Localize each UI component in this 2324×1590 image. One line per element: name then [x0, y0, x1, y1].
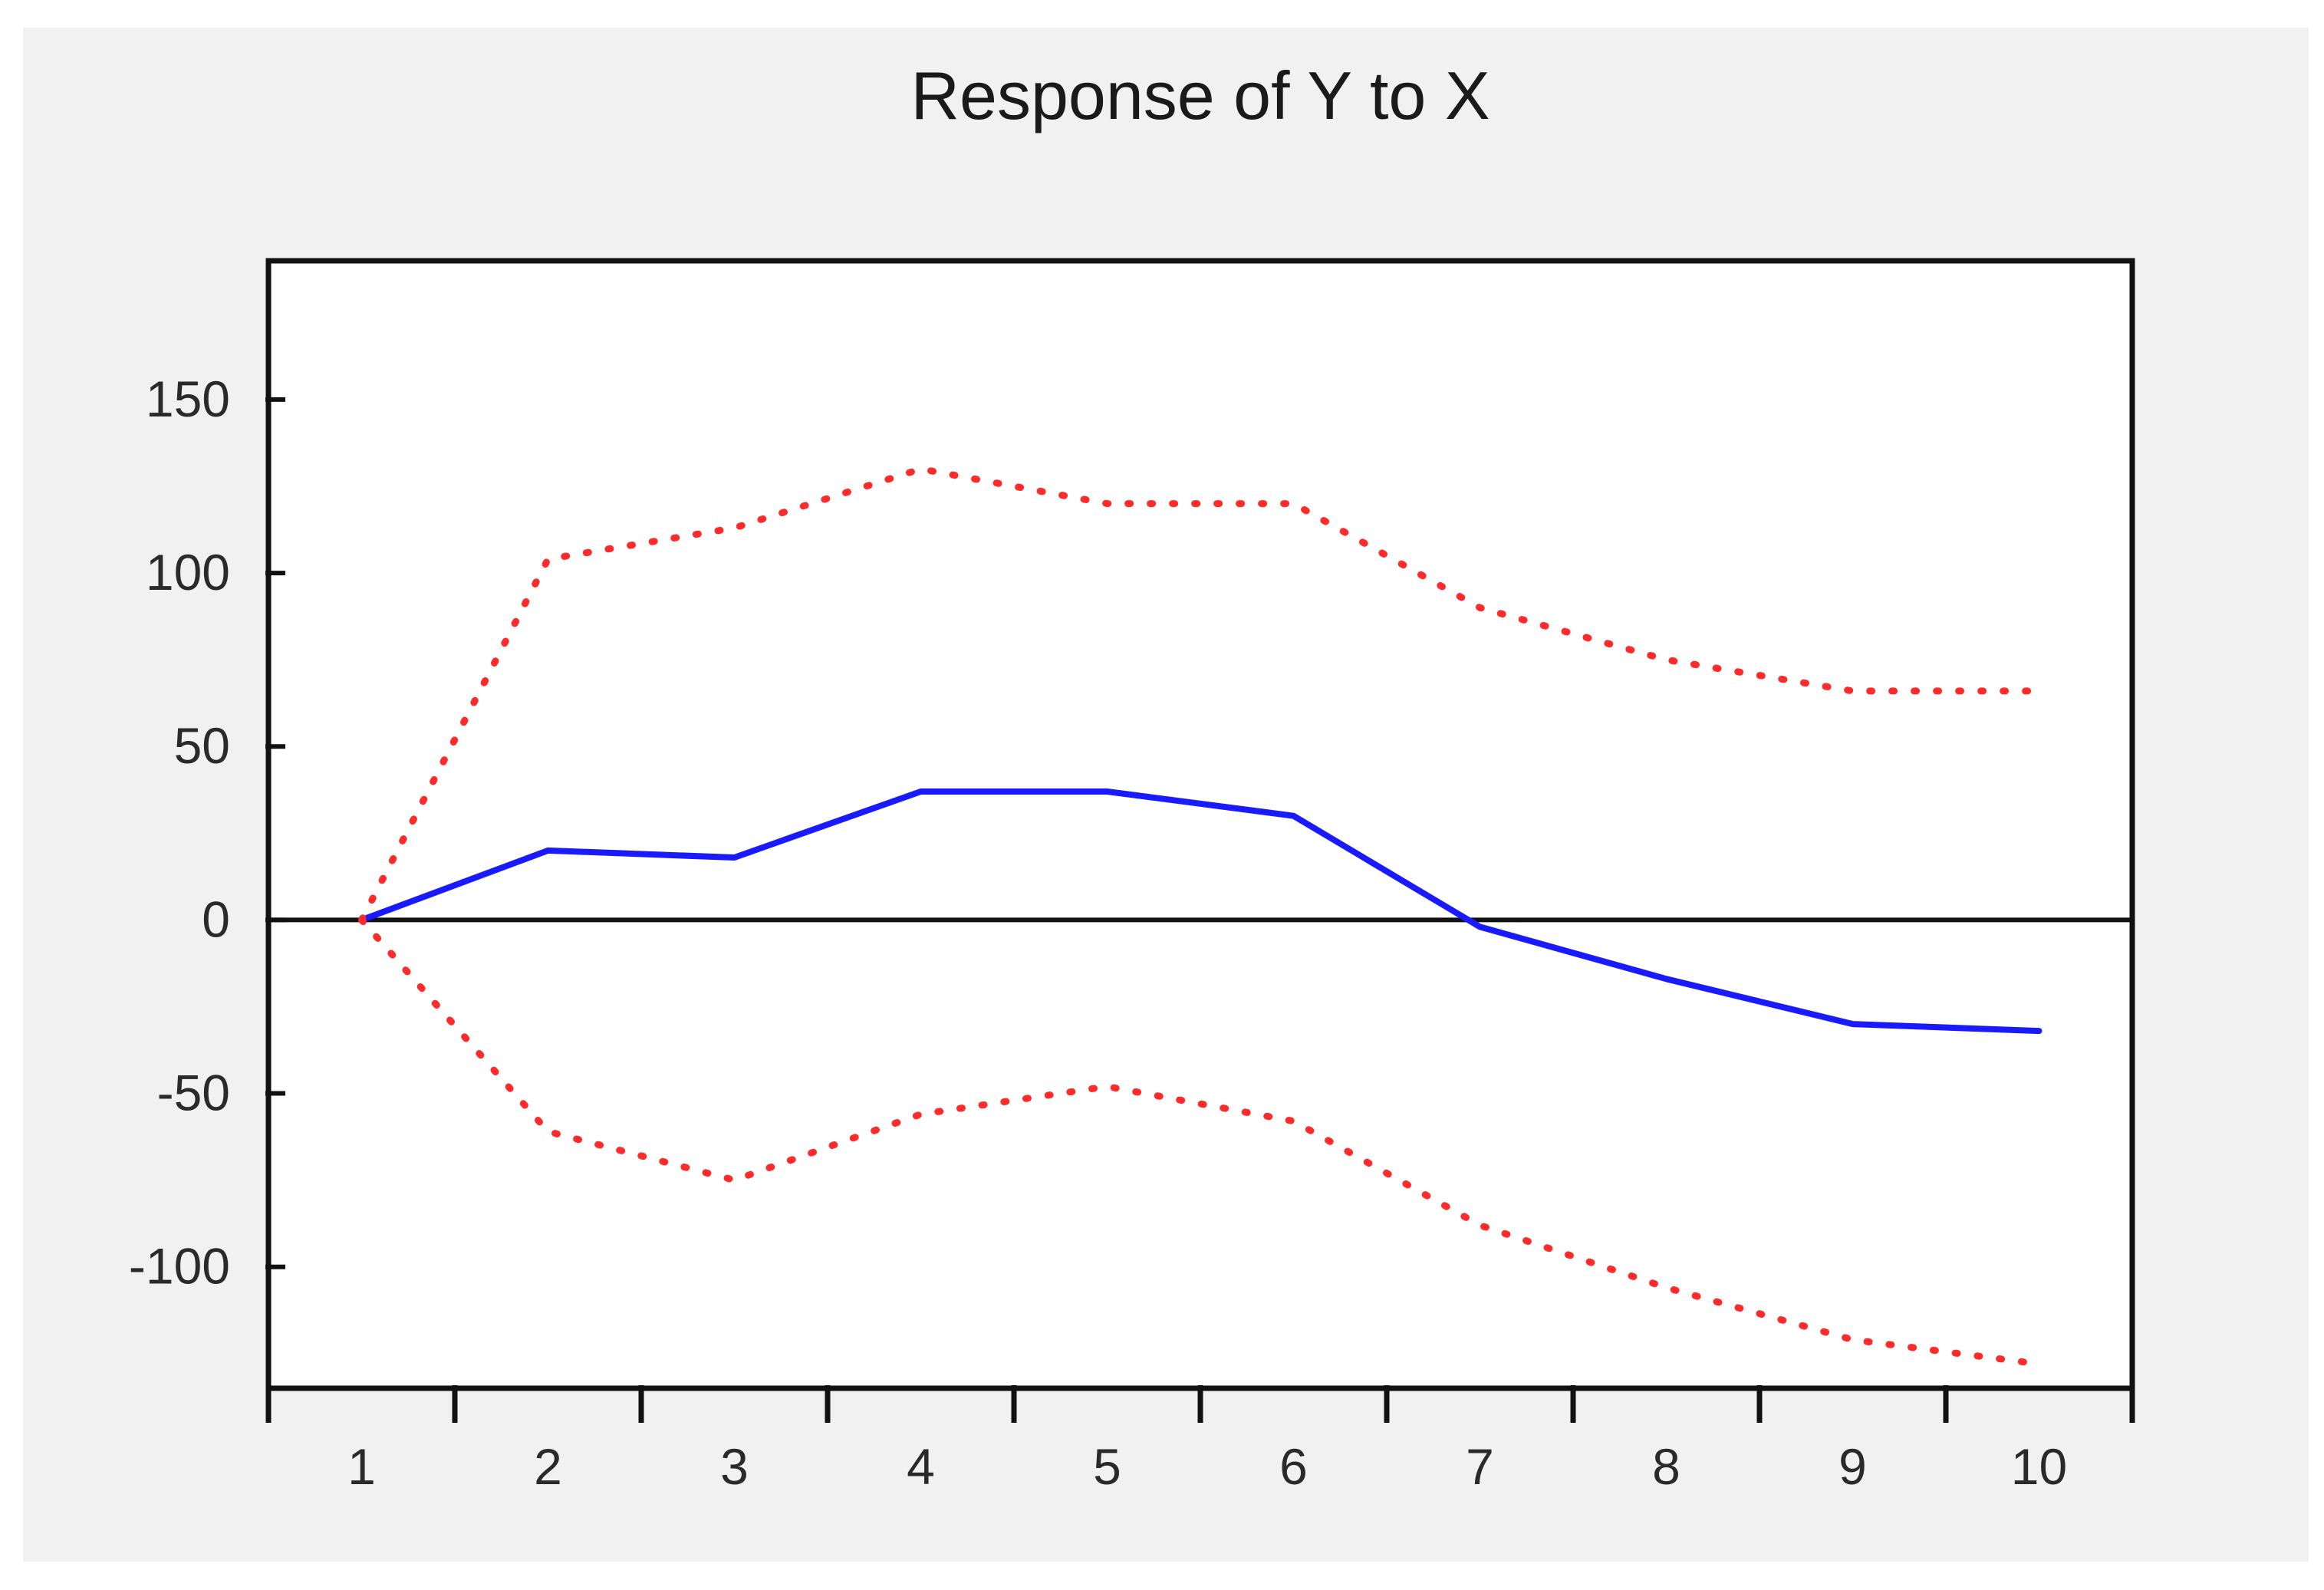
data-point-response — [1292, 815, 1295, 818]
y-tick-label: -100 — [129, 1238, 230, 1295]
data-point-response — [2038, 1029, 2041, 1032]
data-point-upper-band — [920, 467, 923, 470]
plot-area — [265, 258, 2135, 1391]
data-point-upper-band — [1665, 658, 1668, 661]
data-point-lower-band — [1106, 1085, 1109, 1088]
data-point-lower-band — [1852, 1338, 1855, 1341]
data-point-response — [1106, 790, 1109, 793]
data-point-upper-band — [1852, 690, 1855, 693]
x-tick-label: 9 — [1838, 1438, 1867, 1495]
y-axis: 150 100 50 0 -50 -100 — [129, 370, 285, 1295]
data-point-response — [920, 790, 923, 793]
series-layer — [358, 465, 2043, 1368]
x-axis: 1 2 3 4 5 6 7 8 9 10 — [265, 1385, 2135, 1495]
data-point-lower-band — [1665, 1286, 1668, 1289]
data-point-upper-band — [1479, 606, 1482, 609]
y-tick-label: 50 — [174, 717, 230, 774]
x-tick-label: 7 — [1466, 1438, 1494, 1495]
data-point-upper-band — [1292, 502, 1295, 505]
data-point-response — [1852, 1022, 1855, 1025]
x-tick-label: 10 — [2011, 1438, 2067, 1495]
data-point-upper-band — [2038, 690, 2041, 693]
data-point-upper-band — [733, 526, 736, 529]
data-point-response — [1479, 925, 1482, 928]
x-tick-label: 8 — [1652, 1438, 1680, 1495]
data-point-response — [733, 856, 736, 859]
series-line-upper-band — [358, 465, 2043, 923]
x-tick-label: 1 — [347, 1438, 376, 1495]
series-line-lower-band — [358, 916, 2043, 1368]
x-tick-label: 4 — [907, 1438, 935, 1495]
x-tick-label: 3 — [720, 1438, 749, 1495]
y-tick-label: -50 — [157, 1065, 230, 1121]
data-point-lower-band — [733, 1179, 736, 1182]
series-line-response — [358, 788, 2043, 1035]
chart-title: Response of Y to X — [910, 58, 1490, 133]
data-point-lower-band — [1292, 1120, 1295, 1123]
data-point-upper-band — [1106, 502, 1109, 505]
y-tick-label: 150 — [146, 370, 230, 427]
data-point-response — [547, 849, 550, 852]
x-tick-label: 6 — [1279, 1438, 1308, 1495]
y-tick-label: 0 — [202, 890, 230, 947]
data-point-lower-band — [1479, 1223, 1482, 1226]
x-tick-label: 2 — [534, 1438, 562, 1495]
data-point-upper-band — [547, 558, 550, 561]
data-point-lower-band — [547, 1130, 550, 1133]
data-point-lower-band — [2038, 1362, 2041, 1365]
data-point-lower-band — [920, 1113, 923, 1116]
x-tick-label: 5 — [1093, 1438, 1121, 1495]
y-tick-label: 100 — [146, 544, 230, 601]
data-point-response — [1665, 977, 1668, 980]
data-point-lower-band — [360, 918, 364, 921]
